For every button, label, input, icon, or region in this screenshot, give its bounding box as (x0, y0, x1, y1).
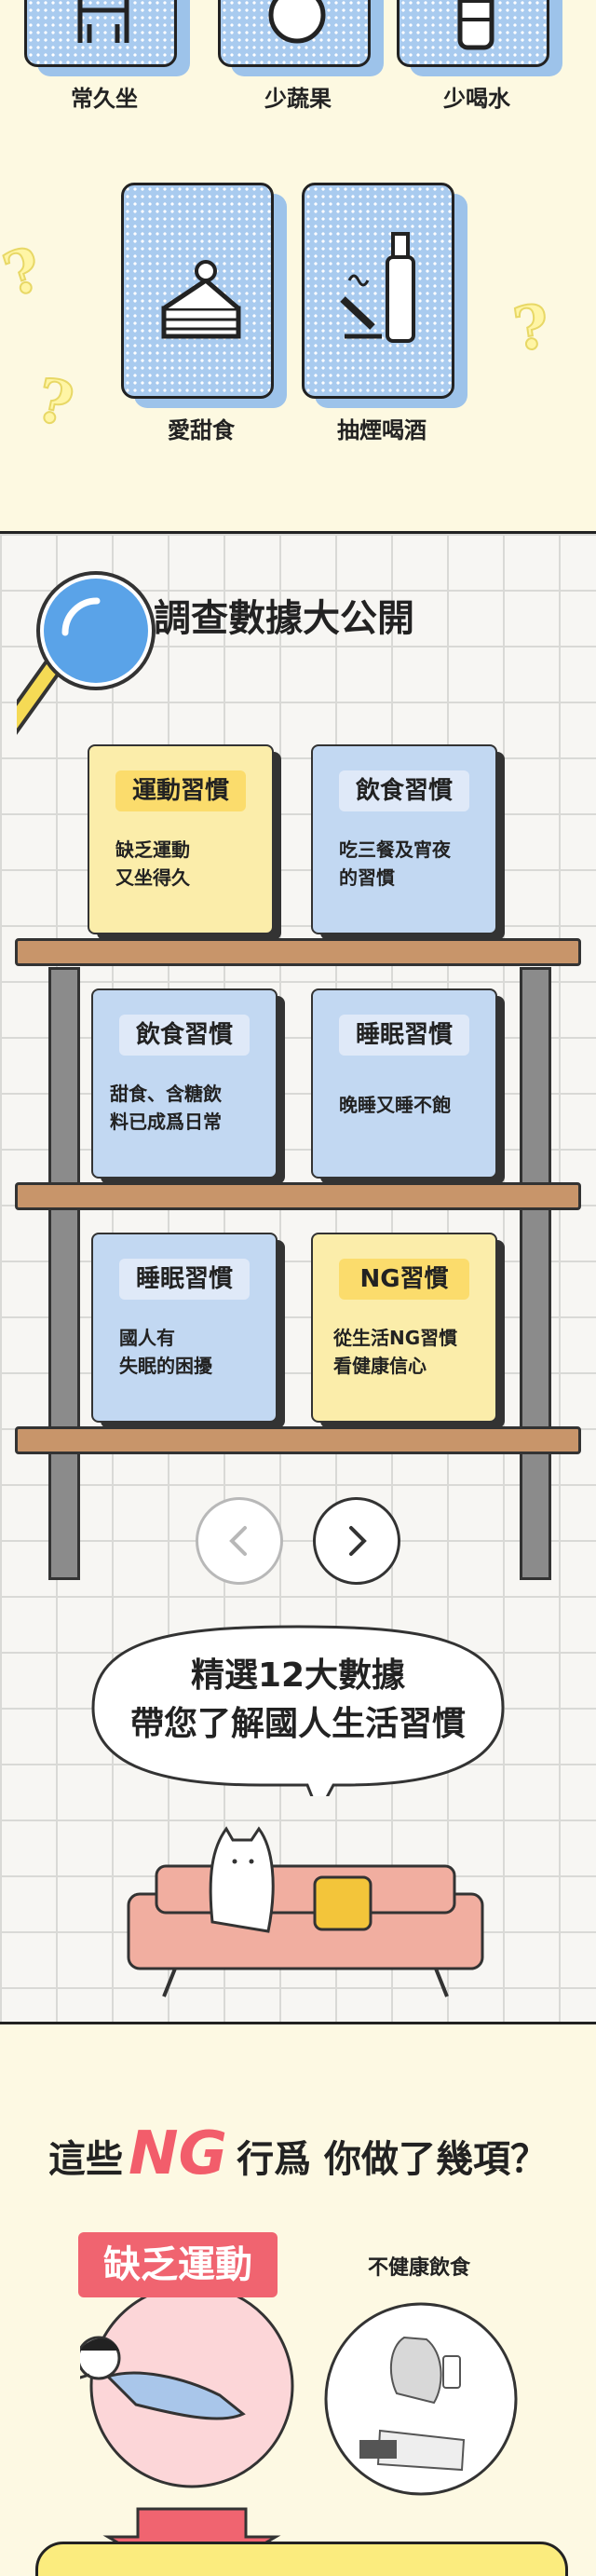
data-card-tag: 運動習慣 (115, 770, 246, 811)
ng-title: 這些NG 行爲 你做了幾項？ (47, 2119, 549, 2188)
habit-item-sitting: 常久坐 (20, 0, 190, 113)
habits-section: ? ? ? 常久坐 少蔬果 (0, 0, 596, 531)
data-card[interactable]: NG習慣 從生活NG習慣 看健康信心 (311, 1233, 505, 1428)
shelf-plank (15, 1182, 581, 1210)
sofa-cat-illustration (127, 1826, 484, 1997)
result-banner (35, 2542, 568, 2576)
magnifier-icon (17, 571, 156, 735)
water-bottle-icon (457, 0, 494, 50)
data-card[interactable]: 運動習慣 缺乏運動 又坐得久 (88, 744, 281, 940)
cigarette-wine-icon (340, 232, 415, 343)
data-card-tag: 飲食習慣 (119, 1015, 250, 1056)
question-mark-decoration: ? (508, 291, 555, 366)
fruit-icon (268, 0, 326, 44)
data-card-desc: 晚睡又睡不飽 (339, 1094, 451, 1116)
data-card-tag: 睡眠習慣 (339, 1015, 469, 1056)
ng-section: 這些NG 行爲 你做了幾項？ 缺乏運動 不健康飲食 (0, 2022, 596, 2576)
question-mark-decoration: ? (30, 364, 80, 442)
ng-highlight: NG (128, 2119, 228, 2188)
data-card-desc: 甜食、含糖飲 料已成爲日常 (110, 1083, 222, 1133)
habit-label: 少喝水 (443, 86, 510, 112)
tag-lack-exercise: 缺乏運動 (78, 2232, 278, 2297)
data-card-desc: 從生活NG習慣 看健康信心 (333, 1327, 458, 1377)
data-card-tag: 睡眠習慣 (119, 1259, 250, 1300)
data-card-desc: 國人有 失眠的困擾 (119, 1327, 212, 1377)
habit-label: 愛甜食 (168, 417, 235, 443)
data-card[interactable]: 睡眠習慣 國人有 失眠的困擾 (91, 1233, 285, 1428)
habit-item-dessert: 愛甜食 (117, 183, 287, 444)
habit-label: 抽煙喝酒 (337, 417, 427, 443)
diet-person-illustration (324, 2302, 518, 2496)
shelf-post-left (48, 967, 80, 1580)
data-card[interactable]: 飲食習慣 甜食、含糖飲 料已成爲日常 (91, 988, 285, 1184)
cake-icon (161, 260, 241, 339)
survey-title: 調查數據大公開 (154, 597, 414, 640)
survey-section: 調查數據大公開 運動習慣 缺乏運動 又坐得久 飲食習慣 吃三餐及宵夜 的習慣 飲食習… (0, 531, 596, 2024)
shelf-post-right (520, 967, 551, 1580)
data-card[interactable]: 睡眠習慣 晚睡又睡不飽 (311, 988, 505, 1184)
habit-item-water: 少喝水 (393, 0, 562, 113)
data-card-tag: 飲食習慣 (339, 770, 469, 811)
lazy-person-illustration (80, 2283, 294, 2572)
speech-bubble (91, 1625, 505, 1796)
question-mark-decoration: ? (0, 233, 51, 312)
shelf-plank (15, 1426, 581, 1454)
chair-icon (77, 0, 129, 43)
habit-label: 常久坐 (71, 86, 138, 112)
data-card-desc: 吃三餐及宵夜 的習慣 (339, 838, 451, 889)
chevron-right-icon (349, 1526, 367, 1556)
habit-item-smoking-drinking: 抽煙喝酒 (298, 183, 467, 444)
shelf-plank (15, 938, 581, 966)
data-card-desc: 缺乏運動 又坐得久 (115, 838, 190, 889)
next-button[interactable] (313, 1497, 400, 1585)
prev-button[interactable] (196, 1497, 283, 1585)
data-card-tag: NG習慣 (339, 1259, 469, 1300)
bubble-text: 精選12大數據 帶您了解國人生活習慣 (129, 1656, 466, 1743)
tag-unhealthy-diet: 不健康飲食 (367, 2256, 470, 2280)
habit-label: 少蔬果 (264, 86, 332, 112)
data-card[interactable]: 飲食習慣 吃三餐及宵夜 的習慣 (311, 744, 505, 940)
habit-item-fruit: 少蔬果 (214, 0, 384, 113)
chevron-left-icon (229, 1526, 247, 1556)
